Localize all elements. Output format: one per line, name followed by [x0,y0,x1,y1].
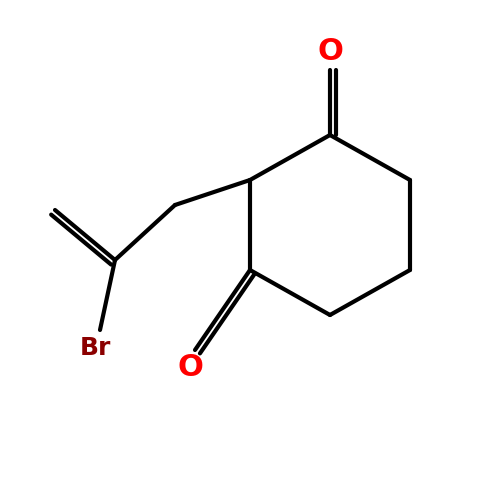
Text: Br: Br [80,336,110,360]
Text: O: O [177,354,203,382]
Text: O: O [317,38,343,66]
